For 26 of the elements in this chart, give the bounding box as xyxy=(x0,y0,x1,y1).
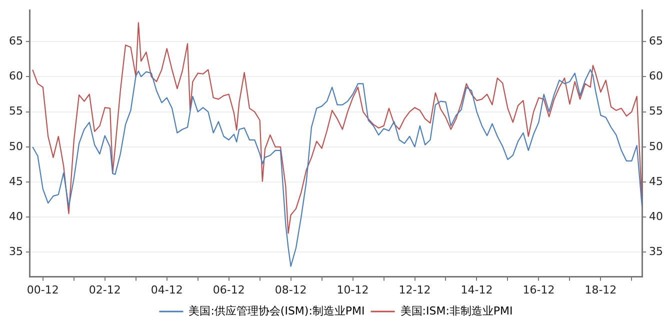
x-tick-label: 12-12 xyxy=(398,283,431,296)
y-tick-label: 40 xyxy=(8,210,23,223)
y2-tick-label: 35 xyxy=(649,245,664,258)
x-tick-label: 18-12 xyxy=(584,283,617,296)
y-tick-label: 35 xyxy=(8,245,23,258)
x-tick-label: 04-12 xyxy=(150,283,183,296)
x-tick-label: 00-12 xyxy=(26,283,59,296)
legend-label: 美国:ISM:非制造业PMI xyxy=(400,304,513,318)
y2-tick-label: 65 xyxy=(649,34,664,48)
x-tick-label: 14-12 xyxy=(460,283,493,296)
y2-tick-label: 40 xyxy=(649,210,664,223)
x-tick-label: 16-12 xyxy=(522,283,555,296)
y-tick-label: 45 xyxy=(8,174,23,188)
y-tick-label: 65 xyxy=(8,34,23,48)
y-tick-label: 50 xyxy=(8,140,23,153)
x-tick-label: 02-12 xyxy=(88,283,121,296)
y-tick-label: 60 xyxy=(8,70,23,83)
y-tick-label: 55 xyxy=(8,104,23,118)
x-tick-label: 08-12 xyxy=(274,283,307,296)
y2-tick-label: 55 xyxy=(649,104,664,118)
y2-tick-label: 45 xyxy=(649,174,664,188)
y2-tick-label: 60 xyxy=(649,70,664,83)
legend-label: 美国:供应管理协会(ISM):制造业PMI xyxy=(188,304,365,318)
x-tick-label: 10-12 xyxy=(336,283,369,296)
y2-tick-label: 50 xyxy=(649,140,664,153)
x-tick-label: 06-12 xyxy=(212,283,245,296)
